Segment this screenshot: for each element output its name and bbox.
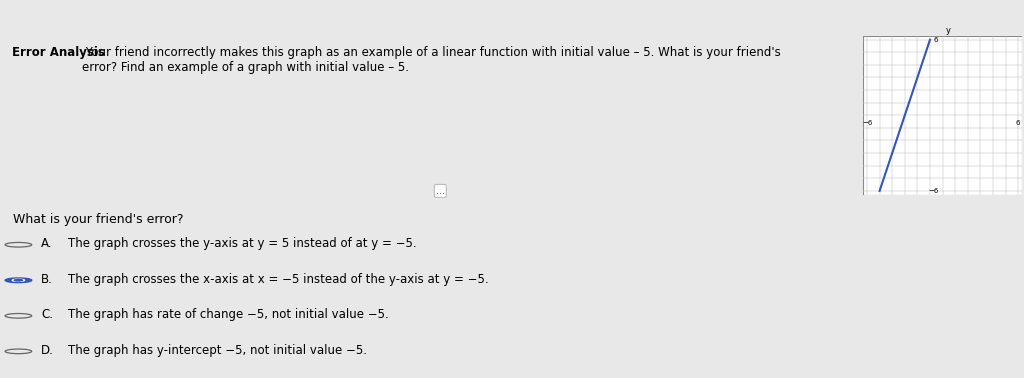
Text: C.: C. xyxy=(41,308,53,321)
Text: The graph crosses the y-axis at y = 5 instead of at y = −5.: The graph crosses the y-axis at y = 5 in… xyxy=(68,237,416,250)
Text: A.: A. xyxy=(41,237,52,250)
Text: Error Analysis: Error Analysis xyxy=(12,46,105,59)
Text: y: y xyxy=(946,26,950,35)
Circle shape xyxy=(12,279,25,281)
Circle shape xyxy=(14,280,23,281)
FancyBboxPatch shape xyxy=(863,36,1022,195)
Text: Your friend incorrectly makes this graph as an example of a linear function with: Your friend incorrectly makes this graph… xyxy=(82,46,780,74)
Text: −6: −6 xyxy=(928,188,938,194)
Text: What is your friend's error?: What is your friend's error? xyxy=(13,213,184,226)
Text: ...: ... xyxy=(436,186,444,196)
Text: 6: 6 xyxy=(1016,120,1021,126)
Text: −6: −6 xyxy=(862,120,872,126)
Text: D.: D. xyxy=(41,344,54,357)
Text: 6: 6 xyxy=(934,37,938,43)
Circle shape xyxy=(5,278,32,283)
Text: The graph has y-intercept −5, not initial value −5.: The graph has y-intercept −5, not initia… xyxy=(68,344,367,357)
Text: The graph crosses the x-axis at x = −5 instead of the y-axis at y = −5.: The graph crosses the x-axis at x = −5 i… xyxy=(68,273,488,286)
Text: The graph has rate of change −5, not initial value −5.: The graph has rate of change −5, not ini… xyxy=(68,308,388,321)
Text: B.: B. xyxy=(41,273,53,286)
